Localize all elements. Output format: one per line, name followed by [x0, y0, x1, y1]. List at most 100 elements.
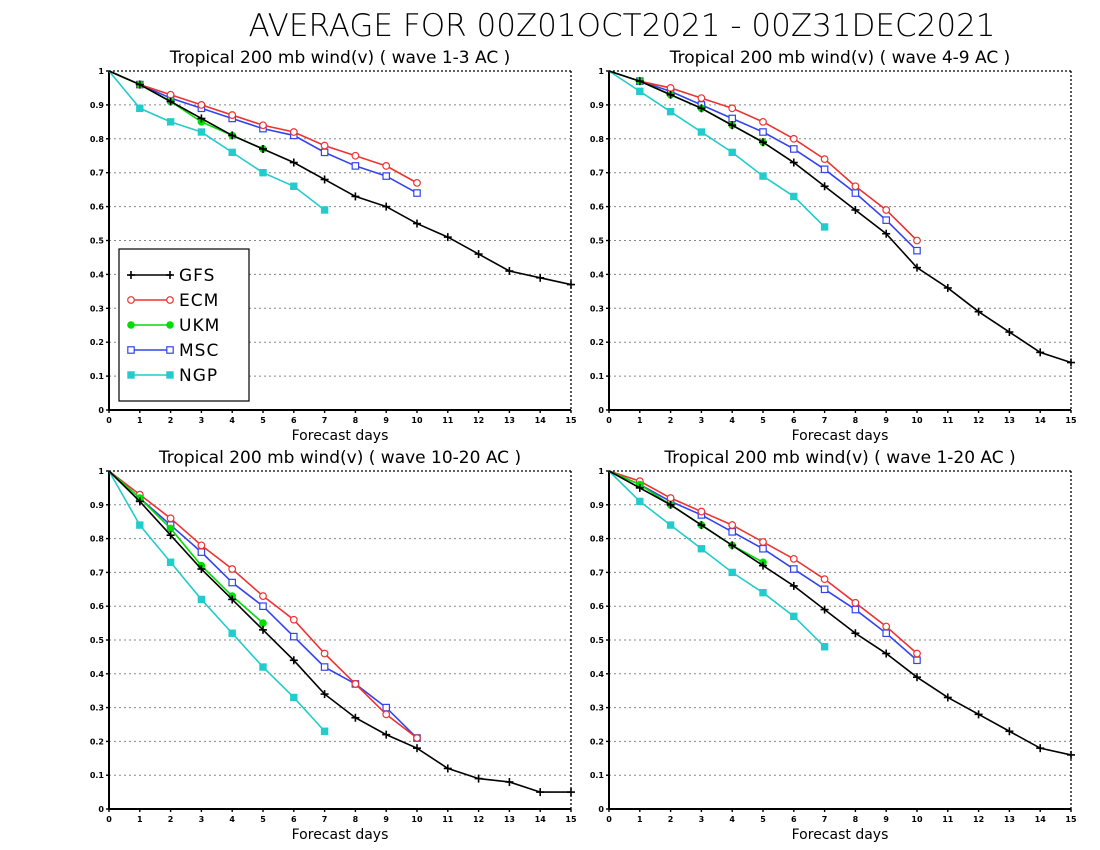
x-tick-label: 15 [565, 416, 577, 425]
data-point-ecm [351, 151, 360, 160]
series-ngp [608, 470, 829, 651]
x-tick-label: 14 [535, 416, 547, 425]
y-tick-label: 0.4 [90, 670, 105, 679]
data-point-ecm [351, 680, 360, 688]
chart-panels: Tropical 200 mb wind(v) ( wave 1-3 AC ) 0… [90, 48, 1077, 843]
x-tick-label: 8 [853, 416, 859, 425]
x-tick-label: 10 [911, 416, 923, 425]
data-point-gfs [166, 97, 175, 106]
data-point-msc [759, 544, 767, 553]
series-ecm [608, 70, 921, 245]
y-tick-label: 0.3 [590, 304, 604, 313]
y-tick-label: 0 [598, 406, 604, 415]
data-point-gfs [228, 595, 237, 604]
data-point-msc [820, 165, 829, 174]
data-point-ukm [166, 524, 175, 533]
legend-label: MSC [179, 341, 219, 361]
y-tick-label: 0 [98, 406, 104, 415]
data-point-ecm [851, 182, 860, 191]
data-point-gfs [789, 158, 798, 167]
x-axis-label: Forecast days [292, 827, 389, 843]
x-tick-label: 10 [911, 815, 923, 824]
data-point-ngp [759, 172, 767, 180]
data-point-ngp [259, 663, 267, 671]
x-tick-label: 9 [883, 815, 889, 824]
data-point-ecm [697, 94, 706, 103]
data-point-gfs [567, 280, 575, 289]
x-tick-label: 4 [729, 815, 735, 824]
series-line-msc [608, 70, 918, 252]
data-point-gfs [351, 192, 360, 201]
data-point-ecm [759, 117, 767, 126]
x-tick-label: 11 [442, 416, 454, 425]
y-tick-label: 1 [598, 67, 604, 76]
panel-title: Tropical 200 mb wind(v) ( wave 10-20 AC … [158, 448, 521, 468]
chart-panel-3: Tropical 200 mb wind(v) ( wave 10-20 AC … [90, 448, 577, 843]
data-point-gfs [197, 565, 206, 574]
data-point-ecm [913, 649, 921, 658]
x-tick-label: 15 [1065, 815, 1077, 824]
y-tick-label: 0.9 [590, 501, 605, 510]
data-point-gfs [228, 131, 237, 140]
x-tick-label: 11 [442, 815, 454, 824]
data-point-msc [320, 148, 329, 157]
legend-marker [166, 271, 174, 279]
x-tick-label: 6 [291, 416, 297, 425]
series-line-ecm [608, 70, 918, 242]
legend-marker [166, 371, 174, 379]
data-point-ngp [166, 118, 175, 126]
x-tick-label: 13 [504, 815, 515, 824]
data-point-ngp [636, 87, 644, 96]
data-point-gfs [820, 182, 829, 191]
y-tick-label: 0.7 [90, 568, 104, 577]
x-tick-label: 10 [411, 416, 423, 425]
x-tick-label: 0 [106, 416, 112, 425]
panel-title: Tropical 200 mb wind(v) ( wave 1-20 AC ) [663, 448, 1015, 468]
figure-title: AVERAGE FOR 00Z01OCT2021 - 00Z31DEC2021 [248, 8, 995, 44]
x-tick-label: 15 [565, 815, 577, 824]
x-tick-label: 4 [729, 416, 735, 425]
x-tick-label: 3 [699, 815, 705, 824]
data-point-gfs [320, 175, 329, 184]
x-tick-label: 5 [260, 815, 266, 824]
data-point-ngp [228, 148, 236, 157]
series-line-gfs [608, 470, 1072, 756]
data-point-ngp [166, 558, 175, 566]
data-point-ngp [320, 727, 329, 735]
data-point-gfs [882, 229, 891, 238]
data-point-ngp [290, 693, 298, 702]
y-tick-label: 0.5 [90, 237, 105, 246]
data-point-msc [789, 565, 798, 573]
legend-marker [166, 346, 174, 354]
x-tick-label: 12 [973, 416, 984, 425]
data-point-gfs [474, 250, 483, 259]
data-point-gfs [913, 263, 921, 272]
x-tick-label: 1 [637, 416, 643, 425]
x-tick-label: 8 [353, 815, 359, 824]
data-point-ecm [289, 128, 298, 136]
data-point-gfs [759, 561, 767, 570]
data-point-ecm [259, 121, 267, 130]
y-tick-label: 1 [98, 67, 104, 76]
data-point-gfs [413, 219, 421, 228]
x-tick-label: 11 [942, 815, 954, 824]
series-line-ukm [608, 70, 764, 143]
data-point-ngp [197, 595, 206, 604]
x-tick-label: 3 [699, 416, 705, 425]
x-tick-label: 0 [606, 815, 612, 824]
data-point-gfs [536, 273, 545, 282]
x-tick-label: 5 [760, 815, 766, 824]
y-tick-label: 0.8 [590, 535, 605, 544]
data-point-msc [290, 632, 298, 641]
y-tick-label: 0.3 [90, 304, 104, 313]
data-point-ecm [166, 514, 175, 523]
legend-label: NGP [179, 366, 218, 386]
data-point-gfs [759, 138, 767, 147]
data-point-ecm [789, 554, 798, 563]
legend-marker [166, 296, 174, 304]
y-tick-label: 0.5 [590, 636, 605, 645]
data-point-gfs [413, 744, 421, 753]
x-tick-label: 5 [260, 416, 266, 425]
data-point-msc [759, 128, 767, 136]
data-point-gfs [474, 774, 483, 783]
